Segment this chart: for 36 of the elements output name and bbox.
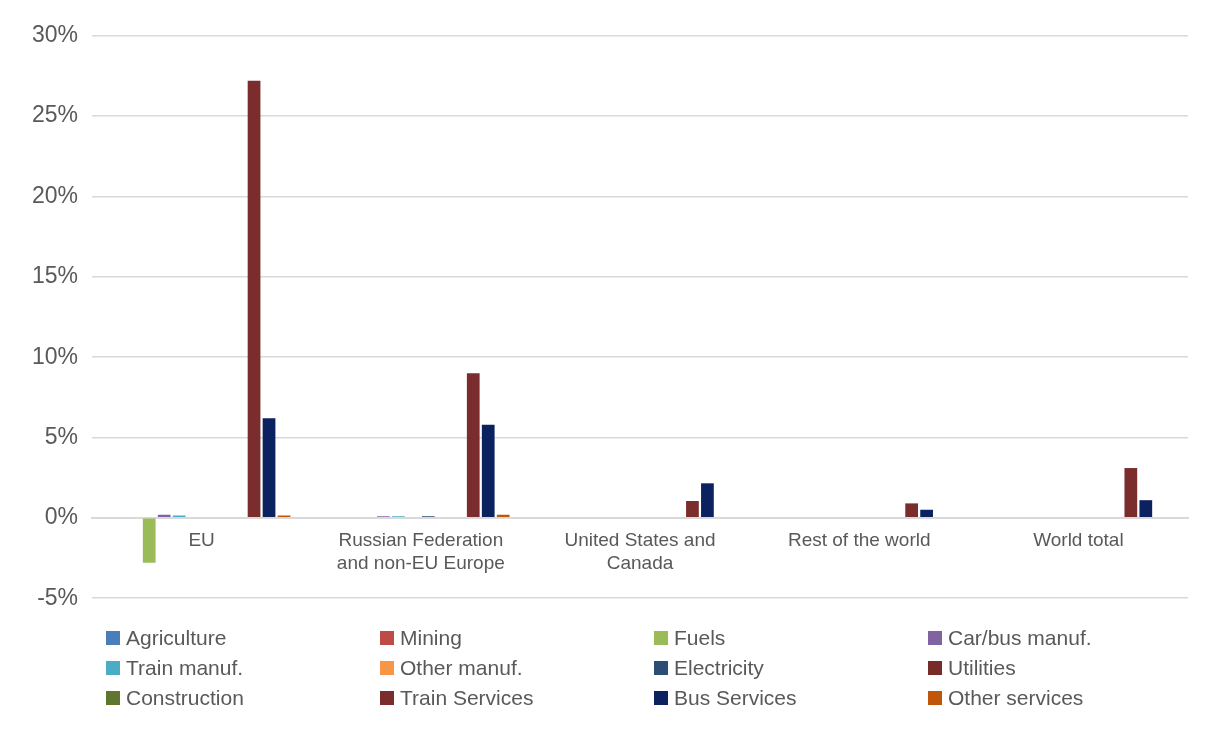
bar — [481, 424, 495, 518]
y-tick-label: 25% — [31, 101, 79, 128]
legend-label: Train Services — [400, 686, 534, 710]
bar — [686, 500, 699, 518]
legend-label: Agriculture — [126, 626, 227, 650]
bar — [905, 503, 918, 518]
legend-label: Bus Services — [674, 686, 797, 710]
x-tick-label: United States and Canada — [564, 529, 716, 574]
legend-label: Car/bus manuf. — [948, 626, 1092, 650]
x-tick-label: World total — [1033, 529, 1124, 551]
x-tick-label: EU — [188, 529, 215, 551]
legend-label: Construction — [126, 686, 244, 710]
legend-label: Electricity — [674, 656, 764, 680]
y-tick-label: 5% — [44, 422, 79, 449]
legend-label: Other services — [948, 686, 1084, 710]
y-tick-label: 15% — [31, 262, 79, 289]
bar — [701, 483, 714, 518]
x-tick-label: Russian Federation and non-EU Europe — [336, 529, 505, 574]
legend-label: Fuels — [674, 626, 726, 650]
bar — [1139, 500, 1153, 518]
bar — [1124, 468, 1138, 518]
bar — [262, 418, 276, 518]
y-tick-label: -5% — [37, 583, 79, 610]
bar — [920, 509, 933, 518]
bar — [466, 373, 480, 518]
legend-label: Mining — [400, 626, 462, 650]
x-tick-label: Rest of the world — [787, 529, 931, 551]
bar — [247, 80, 261, 518]
y-tick-label: 10% — [31, 342, 79, 369]
y-tick-label: 0% — [44, 503, 79, 530]
legend-label: Other manuf. — [400, 656, 523, 680]
legend-label: Train manuf. — [126, 656, 244, 680]
y-tick-label: 20% — [31, 181, 79, 208]
bar — [142, 518, 156, 563]
legend-label: Utilities — [948, 656, 1016, 680]
y-tick-label: 30% — [31, 21, 79, 48]
